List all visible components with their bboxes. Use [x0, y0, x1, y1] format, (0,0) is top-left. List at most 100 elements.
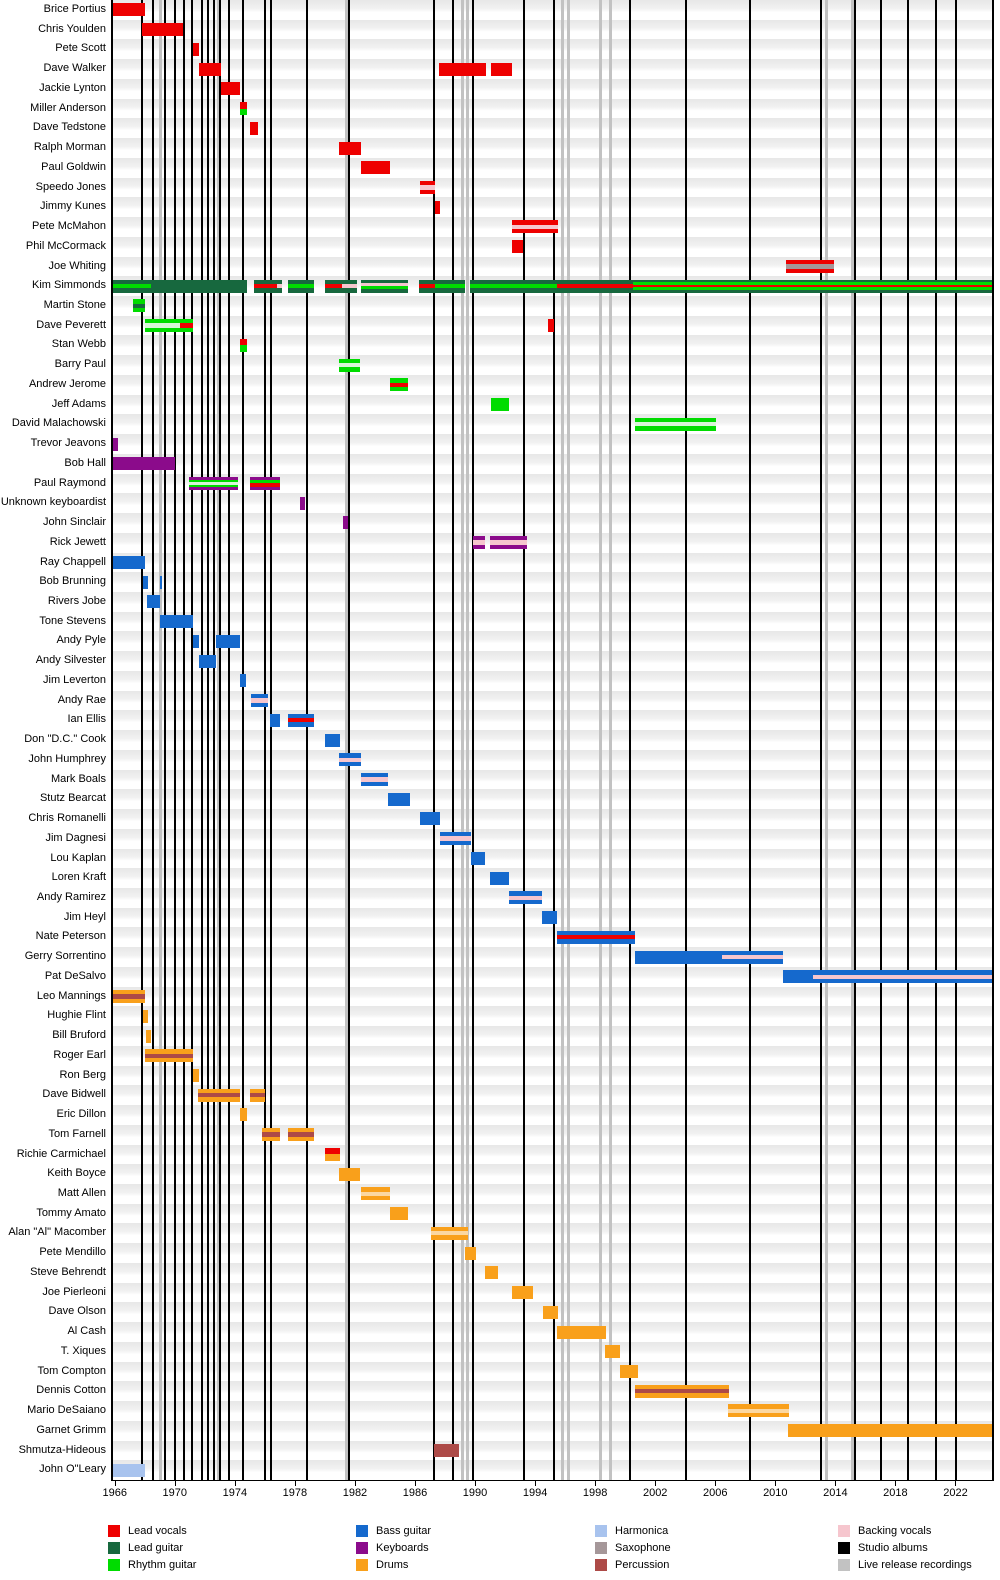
axis-tick: [234, 1481, 236, 1486]
timeline-bar: [420, 812, 440, 826]
studio-album-line: [213, 0, 216, 1480]
bar-stripe-bv: [251, 698, 269, 703]
legend-label: Lead guitar: [128, 1542, 184, 1554]
row-background: [113, 1361, 992, 1382]
bar-stripe-lv: [250, 121, 258, 135]
row-background: [113, 888, 992, 908]
studio-album-line: [432, 0, 435, 1480]
legend-label: Harmonica: [615, 1525, 669, 1537]
bar-stripe-lg: [469, 288, 557, 293]
row-background: [113, 1282, 992, 1303]
member-label: Jimmy Kunes: [39, 200, 106, 213]
bar-stripe-dr: [361, 1187, 390, 1192]
row-background: [113, 927, 992, 948]
axis-tick-label: 1970: [162, 1487, 188, 1499]
bar-stripe-lg: [151, 279, 248, 293]
bar-stripe-rg: [113, 283, 152, 289]
bar-stripe-rg: [634, 417, 716, 423]
timeline-bar: [556, 930, 635, 944]
live-release-line: [598, 0, 602, 1480]
axis-tick: [415, 1481, 416, 1486]
member-label: Dave Tedstone: [32, 121, 106, 134]
bar-stripe-bs: [287, 722, 315, 727]
row-background: [113, 1440, 992, 1461]
member-label: Nate Peterson: [35, 930, 106, 943]
bar-stripe-bs: [556, 939, 635, 944]
axis-tick: [895, 1481, 897, 1486]
legend-swatch-dr: [356, 1559, 368, 1571]
timeline-bar: [325, 1147, 341, 1161]
member-label: Keith Boyce: [47, 1167, 106, 1180]
member-label: Ian Ellis: [67, 713, 106, 726]
bar-stripe-bs: [439, 840, 472, 846]
timeline-bar: [239, 1108, 248, 1122]
bar-stripe-dr: [619, 1364, 638, 1378]
row-background: [113, 177, 992, 198]
bar-stripe-bs: [287, 713, 315, 719]
timeline-bar: [361, 1187, 390, 1201]
timeline-bar: [338, 753, 362, 767]
studio-album-line: [228, 0, 231, 1480]
legend-swatch-pc: [595, 1559, 607, 1571]
member-label: Gerry Sorrentino: [24, 950, 106, 963]
bar-stripe-bv: [341, 283, 357, 289]
bar-stripe-bs: [251, 702, 269, 708]
member-label: Garnet Grimm: [36, 1423, 106, 1436]
row-background: [113, 1184, 992, 1204]
bar-stripe-dr: [556, 1325, 607, 1339]
timeline-bar: [341, 279, 357, 293]
bar-stripe-lv: [239, 102, 248, 109]
bar-stripe-lg: [360, 289, 408, 293]
timeline-bar: [619, 1364, 638, 1378]
axis-tick-label: 2002: [642, 1487, 668, 1499]
member-label: Jackie Lynton: [39, 81, 106, 94]
bar-stripe-bv: [276, 283, 282, 289]
studio-album-line: [201, 0, 204, 1480]
timeline-bar: [239, 338, 248, 352]
bar-stripe-dr: [325, 1154, 341, 1161]
bar-stripe-bs: [143, 575, 148, 589]
bar-stripe-bs: [269, 713, 281, 727]
bar-stripe-bs: [508, 891, 542, 896]
row-background: [113, 1105, 992, 1125]
bar-stripe-rg: [435, 283, 466, 289]
timeline-bar: [143, 575, 148, 589]
timeline-bar: [287, 1128, 315, 1142]
timeline-bar: [633, 279, 992, 293]
bar-stripe-rg: [338, 367, 360, 372]
timeline-bar: [113, 3, 146, 17]
timeline-bar: [132, 299, 146, 313]
legend-label: Bass guitar: [376, 1525, 432, 1537]
row-background: [113, 138, 992, 158]
legend-swatch-lg: [108, 1542, 120, 1554]
bar-stripe-dr: [543, 1305, 559, 1319]
bar-stripe-bs: [192, 634, 200, 648]
row-background: [113, 59, 992, 79]
row-background: [113, 670, 992, 691]
timeline-bar: [543, 1305, 559, 1319]
bar-stripe-bv: [508, 895, 542, 901]
bar-stripe-dr: [727, 1413, 790, 1418]
bar-stripe-bv: [511, 224, 559, 230]
member-label: Andy Pyle: [56, 634, 106, 647]
bar-stripe-bv: [721, 954, 784, 960]
bar-stripe-dr: [239, 1108, 248, 1122]
bar-stripe-lv: [142, 23, 183, 37]
live-release-line: [158, 0, 162, 1480]
timeline-bar: [439, 832, 472, 846]
row-background: [113, 256, 992, 277]
studio-album-line: [348, 0, 351, 1480]
bar-stripe-dr: [145, 1057, 193, 1063]
bar-stripe-lv: [179, 323, 194, 328]
studio-album-line: [306, 0, 309, 1480]
timeline-bar: [418, 279, 435, 293]
bar-stripe-rg: [179, 319, 194, 324]
timeline-bar: [250, 121, 258, 135]
row-background: [113, 1045, 992, 1066]
timeline-bar: [438, 62, 487, 76]
legend-label: Keyboards: [376, 1542, 429, 1554]
row-background: [113, 868, 992, 888]
row-background: [113, 1322, 992, 1342]
timeline-bar: [813, 970, 992, 984]
bar-stripe-kb: [489, 536, 527, 541]
